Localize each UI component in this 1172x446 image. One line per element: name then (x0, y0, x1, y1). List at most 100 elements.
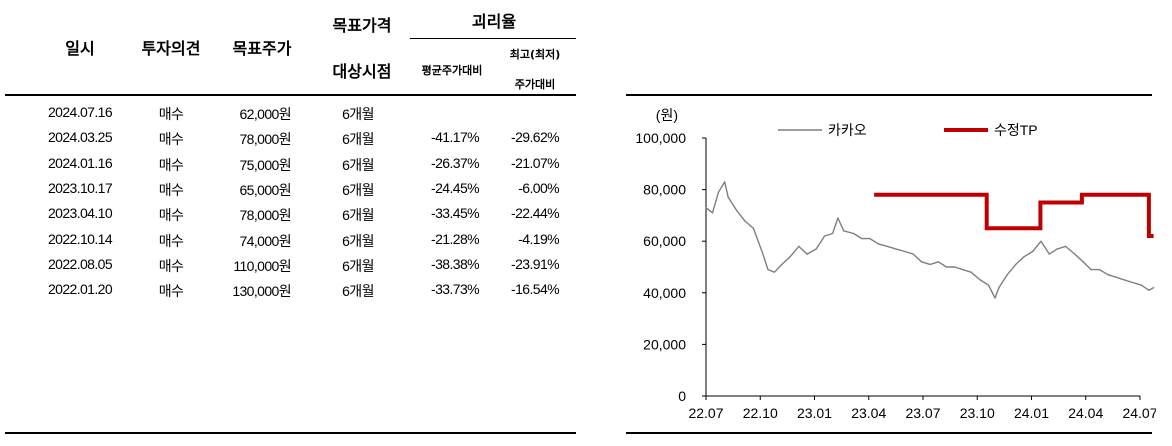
price-point (912, 253, 914, 255)
cell-date: 2024.07.16 (47, 104, 113, 120)
cell-gap-avg: -38.38% (431, 255, 480, 272)
x-tick-label: 24.04 (1068, 405, 1103, 421)
cell-date: 2023.04.10 (47, 205, 113, 222)
y-tick-label: 0 (678, 388, 686, 404)
price-point (1040, 240, 1042, 242)
price-point (705, 207, 707, 209)
x-tick-label: 23.10 (960, 405, 995, 421)
price-point (998, 287, 1000, 289)
price-point (837, 217, 839, 219)
table-bottom-rule (5, 432, 576, 434)
cell-gap-avg: -41.17% (431, 129, 480, 146)
cell-target-price: 78,000원 (239, 131, 291, 148)
legend-tp-label: 수정TP (994, 122, 1038, 138)
price-point (773, 271, 776, 273)
price-point (752, 227, 755, 229)
price-point (1153, 287, 1155, 289)
header-horizon-line1: 목표가격 (332, 16, 392, 35)
x-tick-label: 23.07 (905, 405, 940, 421)
cell-gap-max: -16.54% (511, 281, 560, 298)
cell-horizon: 6개월 (342, 207, 374, 224)
cell-date: 2024.01.16 (47, 154, 113, 171)
cell-date: 2022.01.20 (47, 281, 113, 298)
price-point (798, 245, 800, 247)
cell-target-price: 78,000원 (239, 207, 291, 224)
price-point (1140, 284, 1142, 286)
cell-target-price: 74,000원 (239, 232, 291, 249)
y-tick-label: 80,000 (643, 182, 686, 198)
price-point (979, 279, 981, 281)
chart-top-rule (626, 94, 1152, 96)
cell-opinion: 매수 (158, 207, 184, 224)
price-point (1098, 268, 1100, 271)
price-point (945, 266, 948, 268)
price-point (962, 268, 964, 271)
header-bottom-rule (5, 94, 576, 96)
price-point (920, 261, 923, 263)
x-tick-label: 23.04 (851, 405, 886, 421)
price-point (1115, 276, 1117, 278)
price-point (761, 250, 763, 253)
header-target-price: 목표주가 (232, 39, 292, 58)
header-gap-max-line1: 최고(최저) (509, 48, 561, 61)
price-point (789, 256, 791, 258)
cell-opinion: 매수 (158, 181, 184, 198)
cell-date: 2023.10.17 (47, 179, 113, 196)
x-tick-label: 24.07 (1122, 405, 1156, 421)
price-point (1032, 250, 1034, 253)
price-point (1131, 281, 1134, 284)
cell-target-price: 75,000원 (239, 156, 291, 173)
cell-date: 2024.03.25 (47, 129, 113, 146)
price-point (727, 196, 729, 198)
x-tick-label: 23.01 (797, 405, 832, 421)
cell-date: 2022.08.05 (47, 255, 113, 272)
cell-gap-avg: -26.37% (431, 154, 480, 171)
chart-bottom-rule (626, 432, 1152, 434)
cell-gap-max: -22.44% (511, 205, 560, 222)
price-point (1074, 253, 1076, 255)
price-point (1015, 263, 1017, 266)
target-price-series-line (874, 192, 1154, 238)
cell-gap-avg: -33.73% (431, 281, 480, 298)
cell-opinion: 매수 (158, 131, 184, 148)
price-point (1023, 256, 1025, 258)
price-point (904, 250, 906, 253)
price-point (781, 263, 783, 266)
cell-target-price: 110,000원 (233, 257, 291, 274)
cell-opinion: 매수 (158, 257, 184, 274)
price-point (767, 268, 769, 271)
cell-horizon: 6개월 (342, 181, 374, 198)
header-gap-max-line2: 주가대비 (514, 78, 556, 91)
price-point (954, 266, 956, 268)
price-point (1148, 289, 1150, 291)
price-point (929, 263, 931, 266)
price-point (717, 191, 720, 193)
price-point (1056, 248, 1058, 250)
price-point (1123, 279, 1125, 281)
cell-horizon: 6개월 (342, 232, 374, 249)
header-horizon-line2: 대상시점 (332, 62, 392, 81)
price-point (937, 261, 940, 263)
header-gap-divider (410, 38, 576, 39)
header-gap-avg: 평균주가대비 (421, 64, 483, 77)
cell-opinion: 매수 (158, 106, 184, 122)
price-series-line (705, 181, 1154, 299)
price-point (1064, 245, 1067, 247)
cell-gap-avg: -21.28% (431, 230, 480, 247)
cell-opinion: 매수 (158, 156, 184, 173)
x-tick-label: 22.10 (743, 405, 778, 421)
price-point (895, 248, 897, 250)
cell-horizon: 6개월 (342, 156, 374, 173)
x-tick-label: 22.07 (688, 405, 723, 421)
cell-gap-max: -6.00% (518, 179, 559, 196)
y-tick-label: 100,000 (635, 130, 686, 146)
cell-target-price: 65,000원 (239, 181, 291, 198)
price-point (1090, 268, 1092, 271)
price-point (815, 248, 817, 250)
cell-gap-max: -23.91% (511, 255, 560, 272)
cell-gap-avg: -24.45% (431, 179, 480, 196)
header-opinion: 투자의견 (141, 39, 201, 58)
price-point (994, 297, 996, 299)
price-point (877, 243, 879, 245)
cell-opinion: 매수 (158, 232, 184, 249)
